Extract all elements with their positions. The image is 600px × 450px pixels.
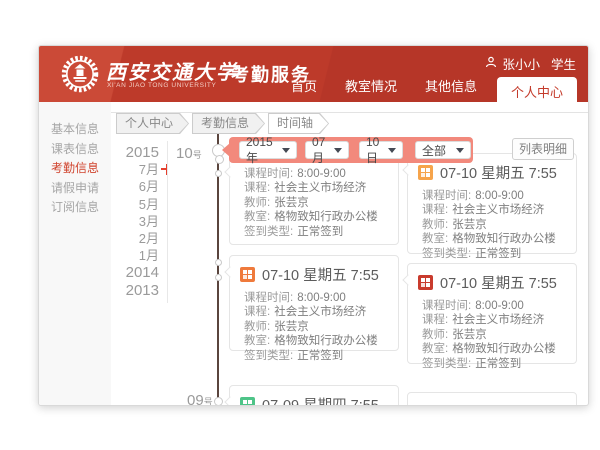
timeline-nav-2015[interactable]: 2015 <box>125 144 159 161</box>
breadcrumb-bar: 个人中心 考勤信息 时间轴 <box>39 112 588 134</box>
attendance-status-icon <box>418 275 433 290</box>
breadcrumb-attendance-info[interactable]: 考勤信息 <box>192 113 265 134</box>
sidebar-item-schedule-info[interactable]: 课表信息 <box>51 141 100 156</box>
day-marker-10: 10号 <box>176 145 202 162</box>
attendance-card: 07-09 星期四 7:55 <box>223 385 399 406</box>
chevron-down-icon <box>282 147 290 153</box>
timeline-nav-may[interactable]: 5月 <box>138 196 159 212</box>
attendance-card-partial <box>407 392 577 405</box>
timeline-nav-2014[interactable]: 2014 <box>125 264 159 282</box>
university-logo-icon <box>60 54 100 99</box>
app-window: 西安交通大学 XI'AN JIAO TONG UNIVERSITY 考勤服务 张… <box>38 45 589 406</box>
timeline-node-day09 <box>214 397 223 405</box>
timeline-nav-january[interactable]: 1月 <box>138 248 159 264</box>
sidebar-item-leave-request[interactable]: 请假申请 <box>51 180 100 195</box>
sidebar-item-basic-info[interactable]: 基本信息 <box>51 122 100 136</box>
card-title: 07-10 星期五 7:55 <box>262 268 379 284</box>
day-marker-09: 09号 <box>187 392 213 406</box>
nav-personal-center-active-tab[interactable]: 个人中心 <box>496 77 577 102</box>
attendance-status-icon <box>240 267 255 282</box>
timeline-axis <box>217 134 219 405</box>
timeline-year-nav: 2015 7月 6月 5月 3月 2月 1月 2014 2013 <box>109 144 168 299</box>
attendance-status-icon <box>240 397 255 405</box>
timeline-node-small <box>215 170 222 177</box>
timeline-nav-divider <box>167 141 168 303</box>
university-name-en: XI'AN JIAO TONG UNIVERSITY <box>107 82 217 89</box>
nav-classrooms[interactable]: 教室情况 <box>344 79 397 94</box>
nav-other-info[interactable]: 其他信息 <box>424 79 477 94</box>
nav-home[interactable]: 首页 <box>290 79 317 94</box>
breadcrumb-personal-center[interactable]: 个人中心 <box>116 113 189 134</box>
timeline-nav-june[interactable]: 6月 <box>138 179 159 195</box>
main-nav: 首页 教室情况 其他信息 个人中心 <box>277 76 577 102</box>
card-title: 07-10 星期五 7:55 <box>440 166 557 182</box>
date-filter-bar: 2015年 07月 10日 全部 <box>222 135 473 165</box>
type-select[interactable]: 全部 <box>415 141 471 159</box>
month-select[interactable]: 07月 <box>305 135 349 165</box>
card-title: 07-09 星期四 7:55 <box>262 398 379 406</box>
attendance-card: 07-10 星期五 7:55 课程时间: 8:00-9:00 课程: 社会主义市场经… <box>401 153 577 260</box>
timeline-node-small <box>215 274 222 281</box>
timeline-node-small <box>215 259 222 266</box>
attendance-status-icon <box>418 165 433 180</box>
breadcrumb: 个人中心 考勤信息 时间轴 <box>116 113 329 134</box>
attendance-card: 07-10 星期五 7:55 课程时间: 8:00-9:00 课程: 社会主义市场经… <box>223 255 399 362</box>
sidebar: 基本信息 课表信息 考勤信息 请假申请 订阅信息 <box>39 102 111 405</box>
user-icon <box>485 56 497 71</box>
chevron-down-icon <box>334 147 342 153</box>
app-header: 西安交通大学 XI'AN JIAO TONG UNIVERSITY 考勤服务 张… <box>39 46 588 102</box>
timeline-nav-february[interactable]: 2月 <box>138 230 159 246</box>
chevron-down-icon <box>388 147 396 153</box>
university-name: 西安交通大学 <box>106 62 238 84</box>
list-detail-button[interactable]: 列表明细 <box>512 138 574 160</box>
card-title: 07-10 星期五 7:55 <box>440 276 557 292</box>
timeline-nav-march[interactable]: 3月 <box>138 213 159 229</box>
breadcrumb-timeline[interactable]: 时间轴 <box>268 113 329 134</box>
chevron-down-icon <box>456 147 464 153</box>
timeline-node-medium <box>214 155 224 164</box>
service-title: 考勤服务 <box>231 65 311 85</box>
timeline-nav-july-active[interactable]: 7月 <box>109 161 168 178</box>
user-role: 学生 <box>550 58 576 72</box>
day-select[interactable]: 10日 <box>359 135 403 165</box>
attendance-card: 07-10 星期五 7:55 课程时间: 8:00-9:00 课程: 社会主义市场经… <box>401 263 577 370</box>
user-info[interactable]: 张小小 学生 <box>485 54 576 73</box>
sidebar-item-subscription-info[interactable]: 订阅信息 <box>51 200 100 214</box>
user-name: 张小小 <box>502 58 540 72</box>
year-select[interactable]: 2015年 <box>239 135 297 165</box>
timeline-nav-2013[interactable]: 2013 <box>125 281 159 299</box>
sidebar-item-attendance-info[interactable]: 考勤信息 <box>51 161 100 175</box>
